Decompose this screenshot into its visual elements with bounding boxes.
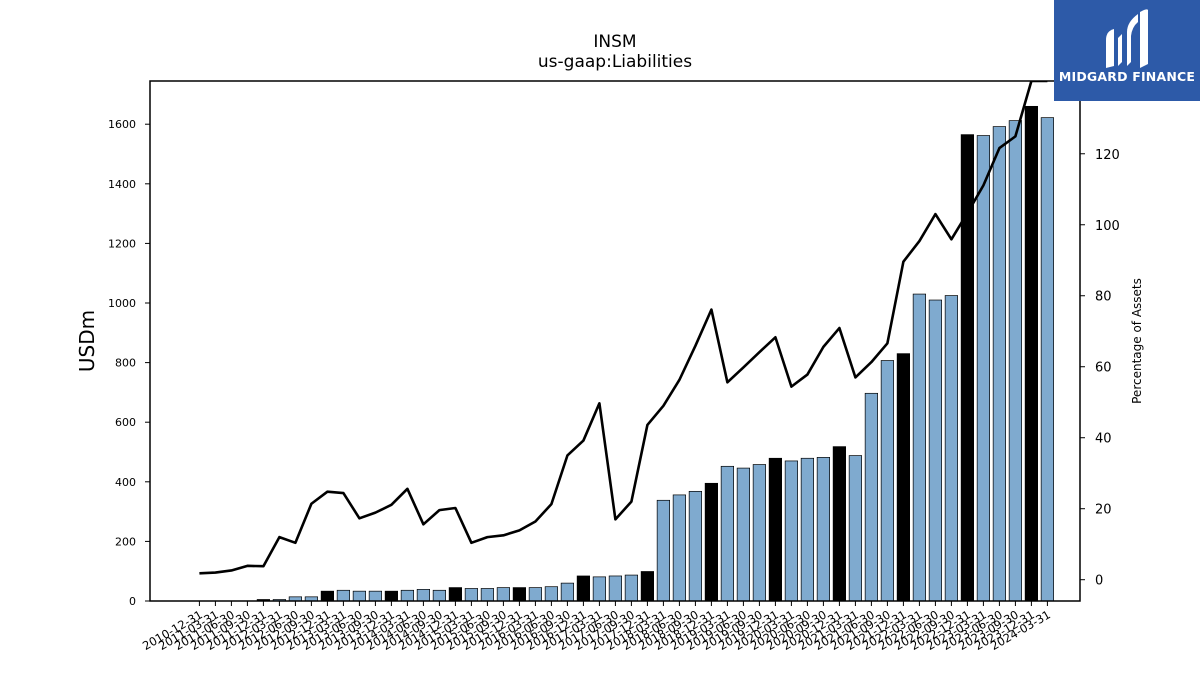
y2-axis-label: Percentage of Assets [1130, 278, 1144, 404]
bar-layer [256, 105, 1055, 602]
bar-2013-09-30 [368, 590, 382, 602]
bar-2023-06-30 [992, 126, 1007, 602]
bar-2023-03-31 [976, 135, 991, 602]
bar-2019-12-31 [768, 457, 783, 602]
right-tick-label: 60 [1095, 361, 1112, 376]
bar-2016-12-31 [576, 575, 591, 602]
bar-2015-09-30 [496, 587, 510, 602]
left-tick-label: 1400 [108, 178, 136, 191]
bar-2015-12-31 [512, 587, 527, 602]
bar-2019-09-30 [752, 464, 767, 602]
bar-2017-03-31 [592, 576, 607, 602]
bar-2016-03-31 [528, 587, 543, 602]
bar-2018-09-30 [688, 490, 703, 602]
bar-2020-12-31 [832, 446, 847, 602]
bar-2023-12-31 [1024, 105, 1039, 602]
right-tick-label: 20 [1095, 503, 1112, 518]
x-axis-ticks: 2010-12-312011-03-312011-06-302011-09-30… [140, 601, 1053, 653]
bar-2020-09-30 [816, 457, 831, 602]
bar-2014-03-31 [400, 589, 414, 602]
bar-2014-06-30 [416, 589, 430, 602]
bar-2021-09-30 [880, 360, 895, 602]
bar-2014-09-30 [432, 589, 446, 602]
chart-subtitle: us-gaap:Liabilities [537, 52, 693, 72]
right-axis-ticks: 0 20 40 60 80 100 120 [1080, 148, 1120, 589]
bar-2023-09-30 [1008, 120, 1023, 602]
bar-2024-03-31 [1040, 117, 1055, 602]
right-tick-label: 100 [1095, 219, 1120, 234]
right-tick-label: 0 [1095, 574, 1103, 589]
bar-2016-09-30 [560, 582, 575, 602]
left-axis-ticks: 0 200 400 600 800 1000 1200 1400 1600 [108, 118, 150, 608]
left-tick-label: 600 [115, 416, 136, 429]
bar-2016-06-30 [544, 586, 559, 602]
bar-2022-03-31 [912, 293, 927, 602]
bar-2022-06-30 [928, 299, 943, 602]
left-tick-label: 400 [115, 476, 136, 489]
bar-2021-12-31 [896, 353, 911, 602]
left-tick-label: 1600 [108, 118, 136, 131]
bar-2018-03-31 [656, 499, 671, 602]
bar-2017-09-30 [624, 574, 639, 602]
brand-logo: MIDGARD FINANCE [1054, 0, 1200, 101]
logo-mark-icon [1106, 9, 1148, 69]
chart-title: INSM [593, 32, 637, 52]
bar-2013-03-31 [336, 589, 350, 602]
bar-2017-06-30 [608, 575, 623, 602]
bar-2013-12-31 [384, 590, 398, 602]
bar-2017-12-31 [640, 571, 655, 602]
bar-2018-12-31 [704, 482, 719, 602]
bar-2012-12-31 [320, 590, 334, 602]
bar-2019-03-31 [720, 465, 735, 602]
bar-2020-03-31 [784, 460, 799, 602]
bar-2019-06-30 [736, 467, 751, 602]
bar-2015-03-31 [464, 588, 478, 602]
left-tick-label: 1200 [108, 237, 136, 250]
y-axis-label: USDm [75, 310, 99, 372]
line-layer [199, 81, 1048, 575]
left-tick-label: 200 [115, 535, 136, 548]
bar-2021-06-30 [864, 392, 879, 602]
right-tick-label: 120 [1095, 148, 1120, 163]
bar-2015-06-30 [480, 588, 494, 602]
bar-2018-06-30 [672, 494, 687, 602]
bar-2020-06-30 [800, 457, 815, 602]
logo-text: MIDGARD FINANCE [1058, 69, 1196, 84]
left-tick-label: 0 [129, 595, 136, 608]
percentage-line [199, 81, 1048, 575]
bar-2014-12-31 [448, 587, 462, 602]
bar-2013-06-30 [352, 590, 366, 602]
left-tick-label: 1000 [108, 297, 136, 310]
right-tick-label: 40 [1095, 432, 1112, 447]
left-tick-label: 800 [115, 357, 136, 370]
bar-2021-03-31 [848, 455, 863, 602]
bar-2022-09-30 [944, 295, 959, 602]
right-tick-label: 80 [1095, 290, 1112, 305]
